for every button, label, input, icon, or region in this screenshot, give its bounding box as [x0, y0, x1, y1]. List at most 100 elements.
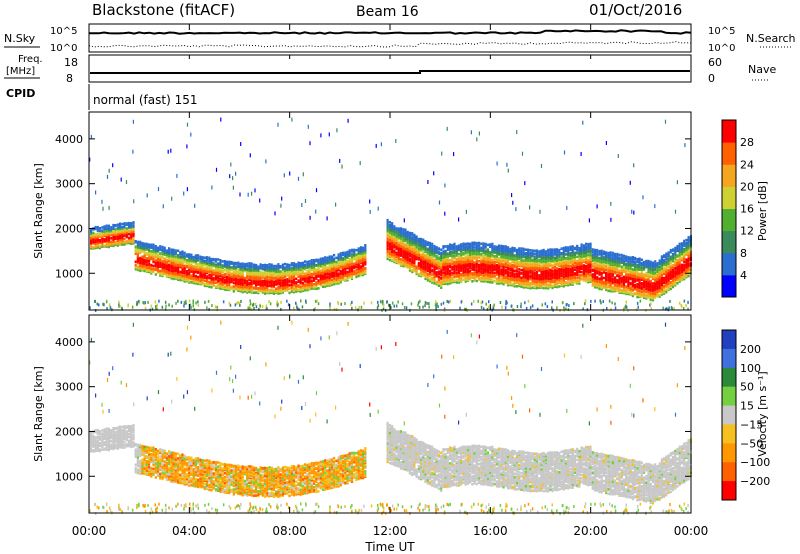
power-cell — [268, 271, 271, 274]
power-cell — [527, 272, 530, 275]
power-cell — [286, 280, 289, 283]
power-cell — [350, 265, 354, 268]
power-cell — [228, 267, 231, 270]
power-cell — [683, 260, 686, 264]
power-cell — [585, 276, 588, 280]
power-cell — [219, 281, 222, 284]
power-cell — [620, 280, 623, 284]
power-cell — [179, 258, 182, 261]
power-cell — [578, 248, 581, 252]
power-cell — [284, 280, 287, 283]
power-cell — [582, 276, 585, 280]
power-cell — [217, 283, 220, 286]
power-cell — [257, 271, 260, 275]
power-cell — [444, 252, 447, 256]
power-cell — [453, 249, 456, 253]
power-cell — [263, 281, 267, 284]
power-cell — [310, 259, 313, 262]
power-cell — [573, 258, 576, 261]
power-cell — [631, 288, 634, 291]
power-cell — [174, 267, 177, 270]
power-cell — [94, 245, 97, 249]
power-cell — [495, 273, 498, 276]
power-cell — [643, 296, 646, 300]
power-cell — [651, 266, 655, 270]
power-cell — [527, 260, 530, 264]
power-cell — [437, 270, 440, 273]
power-cell — [272, 273, 275, 277]
power-cell — [544, 263, 547, 266]
power-cell — [277, 285, 280, 289]
power-cell — [504, 251, 507, 255]
power-cell — [119, 240, 122, 243]
power-cell — [170, 264, 173, 267]
power-cell — [179, 251, 182, 254]
power-cell — [116, 244, 119, 247]
power-cell — [335, 271, 338, 274]
power-cell — [301, 266, 304, 269]
power-cell — [651, 275, 655, 278]
power-cell — [391, 253, 394, 257]
power-cell — [569, 264, 572, 268]
power-cell — [121, 238, 124, 242]
power-cell — [402, 264, 405, 268]
power-cell — [580, 252, 583, 255]
power-cell — [576, 268, 579, 271]
power-cell — [582, 272, 585, 275]
power-cell — [308, 277, 311, 280]
power-cell — [348, 249, 351, 252]
power-cell — [444, 262, 447, 265]
power-cell — [168, 273, 171, 276]
power-cell — [629, 262, 632, 266]
power-cell — [399, 248, 403, 251]
power-cell — [395, 243, 398, 246]
power-cell — [506, 283, 510, 287]
power-cell — [645, 294, 648, 297]
power-cell — [587, 265, 590, 268]
power-cell — [660, 285, 663, 288]
power-cell — [170, 255, 173, 258]
power-cell — [194, 274, 197, 278]
power-cell — [469, 248, 472, 252]
power-cell — [172, 274, 175, 278]
power-cell — [139, 266, 142, 270]
power-cell — [288, 274, 291, 277]
power-cell — [395, 260, 398, 264]
power-cell — [362, 255, 365, 259]
power-cell — [614, 287, 617, 291]
power-cell — [328, 263, 331, 266]
power-cell — [359, 252, 362, 255]
power-cell — [478, 268, 481, 272]
power-cell — [580, 274, 583, 277]
power-cell — [587, 261, 590, 264]
power-cell — [520, 255, 523, 259]
power-cell — [185, 260, 189, 263]
power-cell — [535, 282, 539, 285]
power-cell — [460, 256, 463, 260]
power-cell — [163, 257, 166, 260]
power-cell — [569, 279, 572, 282]
power-cell — [671, 275, 675, 279]
power-cell — [321, 260, 325, 264]
power-cell — [391, 248, 394, 252]
power-cell — [159, 255, 162, 258]
power-cell — [404, 228, 407, 232]
power-cell — [431, 259, 434, 262]
power-cell — [455, 268, 458, 272]
power-cell — [174, 259, 177, 262]
power-cell — [553, 283, 556, 286]
power-cell — [473, 253, 476, 257]
power-cell — [560, 258, 563, 261]
power-cell — [647, 283, 650, 287]
power-cell — [286, 271, 289, 274]
power-cell — [455, 245, 458, 248]
power-cell — [241, 262, 244, 265]
power-cell — [669, 284, 672, 287]
power-cell — [301, 288, 304, 291]
power-cell — [509, 262, 512, 265]
power-cell — [406, 240, 409, 243]
power-cell — [651, 284, 655, 288]
power-cell — [605, 282, 608, 286]
power-cell — [263, 292, 267, 295]
power-cell — [261, 285, 264, 289]
